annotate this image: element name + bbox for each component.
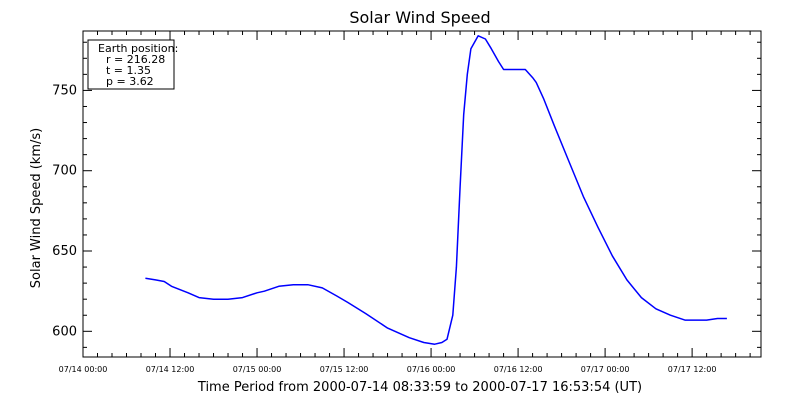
earth-position-r: r = 216.28 [106, 53, 165, 66]
y-tick-label: 700 [52, 164, 77, 179]
x-tick-label: 07/15 00:00 [233, 365, 282, 374]
x-tick-label: 07/14 00:00 [59, 365, 108, 374]
minor-ticks [83, 31, 761, 357]
chart-title: Solar Wind Speed [349, 8, 490, 27]
y-tick-label: 650 [52, 244, 77, 259]
x-axis-label: Time Period from 2000-07-14 08:33:59 to … [197, 380, 642, 395]
x-axis-ticks: 07/14 00:00 07/14 12:00 07/15 00:00 07/15 1… [59, 31, 717, 374]
x-tick-label: 07/16 00:00 [407, 365, 456, 374]
y-axis-ticks: 600 650 700 750 [52, 83, 761, 339]
y-tick-label: 600 [52, 324, 77, 339]
x-tick-label: 07/16 12:00 [494, 365, 543, 374]
earth-position-box: Earth position: r = 216.28 t = 1.35 p = … [87, 39, 178, 90]
y-tick-label: 750 [52, 83, 77, 98]
earth-position-p: p = 3.62 [106, 75, 154, 88]
series-line-solar-wind-speed [145, 35, 727, 345]
x-tick-label: 07/17 00:00 [581, 365, 630, 374]
x-tick-label: 07/14 12:00 [146, 365, 195, 374]
earth-position-heading: Earth position: [98, 42, 178, 55]
plot-frame [82, 30, 762, 358]
x-tick-label: 07/15 12:00 [320, 365, 369, 374]
y-axis-label: Solar Wind Speed (km/s) [29, 128, 44, 288]
x-tick-label: 07/17 12:00 [668, 365, 717, 374]
earth-position-t: t = 1.35 [106, 64, 151, 77]
